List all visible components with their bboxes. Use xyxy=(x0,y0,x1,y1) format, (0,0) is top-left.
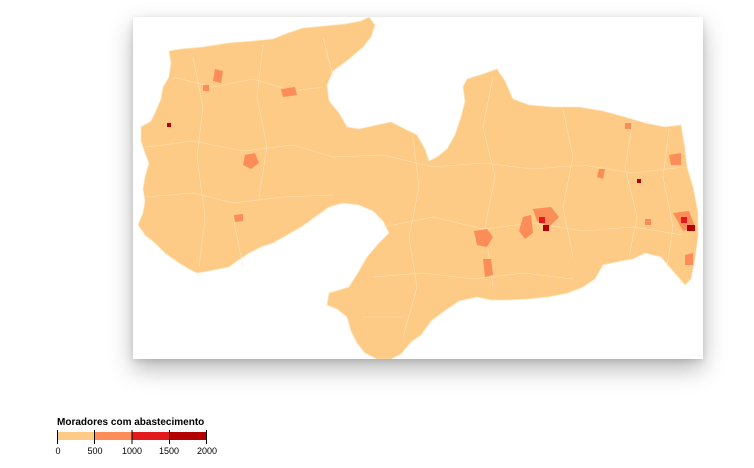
municipality-high-7 xyxy=(483,259,493,277)
legend-bin-1500-2000 xyxy=(169,432,207,440)
municipality-high-5 xyxy=(234,214,243,222)
legend-tick-label-0: 0 xyxy=(55,446,61,456)
municipality-max-3 xyxy=(687,225,695,231)
legend-bin-0-500 xyxy=(57,432,95,440)
legend-bin-1000-1500 xyxy=(132,432,170,440)
legend-tick-label-1000: 1000 xyxy=(121,446,143,456)
state-outline xyxy=(137,17,699,359)
municipality-high-11 xyxy=(669,153,681,165)
legend-title: Moradores com abastecimento xyxy=(57,417,205,428)
choropleth-map[interactable] xyxy=(133,17,703,359)
municipality-high-1 xyxy=(213,69,223,83)
municipality-vhigh-1 xyxy=(539,217,545,223)
municipality-borders xyxy=(144,36,684,338)
municipality-high-15 xyxy=(625,123,631,129)
municipality-high-2 xyxy=(281,87,297,97)
municipality-highlights xyxy=(167,69,695,277)
legend-tick-label-500: 500 xyxy=(87,446,103,456)
municipality-high-10 xyxy=(597,169,605,179)
municipality-high-6 xyxy=(474,229,493,247)
municipality-max-1 xyxy=(167,123,171,127)
municipality-max-4 xyxy=(637,179,641,183)
municipality-high-3 xyxy=(203,85,209,91)
map-frame xyxy=(133,17,703,359)
municipality-vhigh-2 xyxy=(681,217,687,223)
legend-colorbar xyxy=(57,430,207,444)
legend: Moradores com abastecimento 0 500 1000 1… xyxy=(55,417,227,462)
legend-bin-500-1000 xyxy=(94,432,132,440)
municipality-high-14 xyxy=(685,253,693,265)
municipality-high-4 xyxy=(243,153,259,169)
municipality-high-8 xyxy=(519,215,533,239)
legend-tick-label-1500: 1500 xyxy=(158,446,180,456)
municipality-max-2 xyxy=(543,225,549,231)
legend-tick-label-2000: 2000 xyxy=(196,446,218,456)
municipality-high-13 xyxy=(645,219,651,225)
